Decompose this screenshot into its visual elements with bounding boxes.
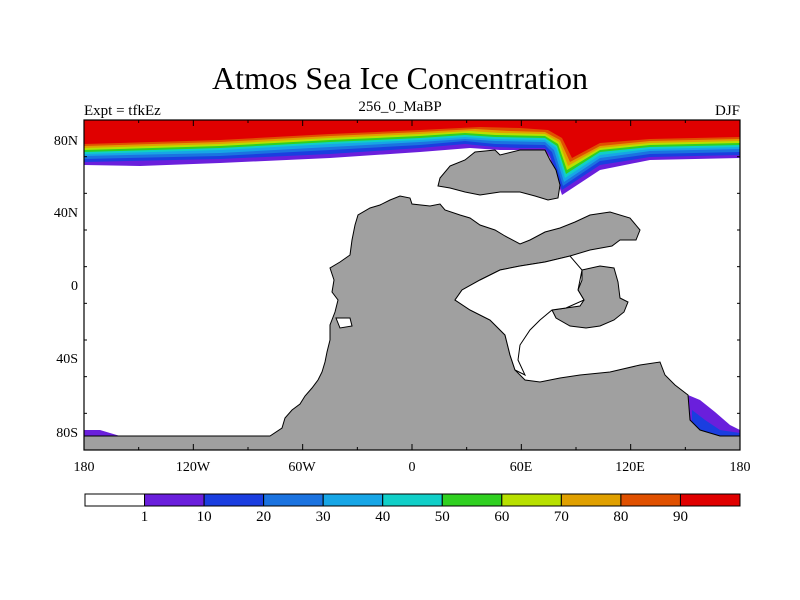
lat-label-40n: 40N	[53, 206, 78, 221]
tethys-sea	[454, 255, 585, 377]
colorbar-label: 60	[494, 509, 510, 525]
lat-label-40s: 40S	[56, 352, 78, 367]
pangaea	[83, 195, 741, 451]
axis-ticks	[83, 119, 741, 451]
colorbar-swatch	[144, 493, 205, 507]
colorbar-label: 1	[140, 509, 149, 525]
lon-label-60e: 60E	[509, 460, 533, 475]
colorbar-swatch	[322, 493, 384, 507]
colorbar-swatch	[382, 493, 443, 507]
arctic-ice	[84, 120, 740, 195]
lat-label-0: 0	[71, 279, 78, 294]
ice-band-90	[84, 120, 740, 158]
colorbar-label: 50	[434, 509, 450, 525]
colorbar-label: 20	[256, 509, 272, 525]
period-label: 256_0_MaBP	[358, 99, 442, 115]
land	[83, 149, 741, 451]
north-land	[437, 149, 561, 201]
ice-patch-southeast-inner	[692, 410, 740, 436]
colorbar-label: 70	[553, 509, 569, 525]
season-label: DJF	[714, 103, 740, 119]
colorbar-swatch	[560, 493, 622, 507]
colorbar-label: 30	[315, 509, 331, 525]
lon-label-120e: 120E	[615, 460, 645, 475]
map-plot	[83, 120, 741, 451]
map-title: Atmos Sea Ice Concentration	[212, 60, 588, 96]
lon-label-180e: 180	[729, 460, 751, 475]
colorbar-label: 80	[613, 509, 629, 525]
inland-seas	[335, 255, 585, 377]
colorbar-swatch	[620, 493, 681, 507]
colorbar-label: 40	[375, 509, 391, 525]
experiment-label: Expt = tfkEz	[84, 103, 161, 119]
lon-label-120w: 120W	[175, 460, 211, 475]
lon-label-180w: 180	[73, 460, 95, 475]
ice-patch-southwest	[84, 430, 120, 436]
colorbar-swatch	[263, 493, 324, 507]
colorbar-swatch	[203, 493, 265, 507]
colorbar-swatch	[501, 493, 562, 507]
colorbar	[84, 493, 741, 507]
lon-label-60w: 60W	[288, 460, 316, 475]
lat-label-80n: 80N	[53, 134, 78, 149]
lon-label-0: 0	[408, 460, 416, 475]
colorbar-swatch	[679, 493, 741, 507]
colorbar-label: 90	[672, 509, 688, 525]
colorbar-swatch	[441, 493, 503, 507]
lat-label-80s: 80S	[56, 426, 78, 441]
small-lake	[335, 317, 353, 329]
colorbar-swatch	[84, 493, 146, 507]
colorbar-label: 10	[196, 509, 212, 525]
